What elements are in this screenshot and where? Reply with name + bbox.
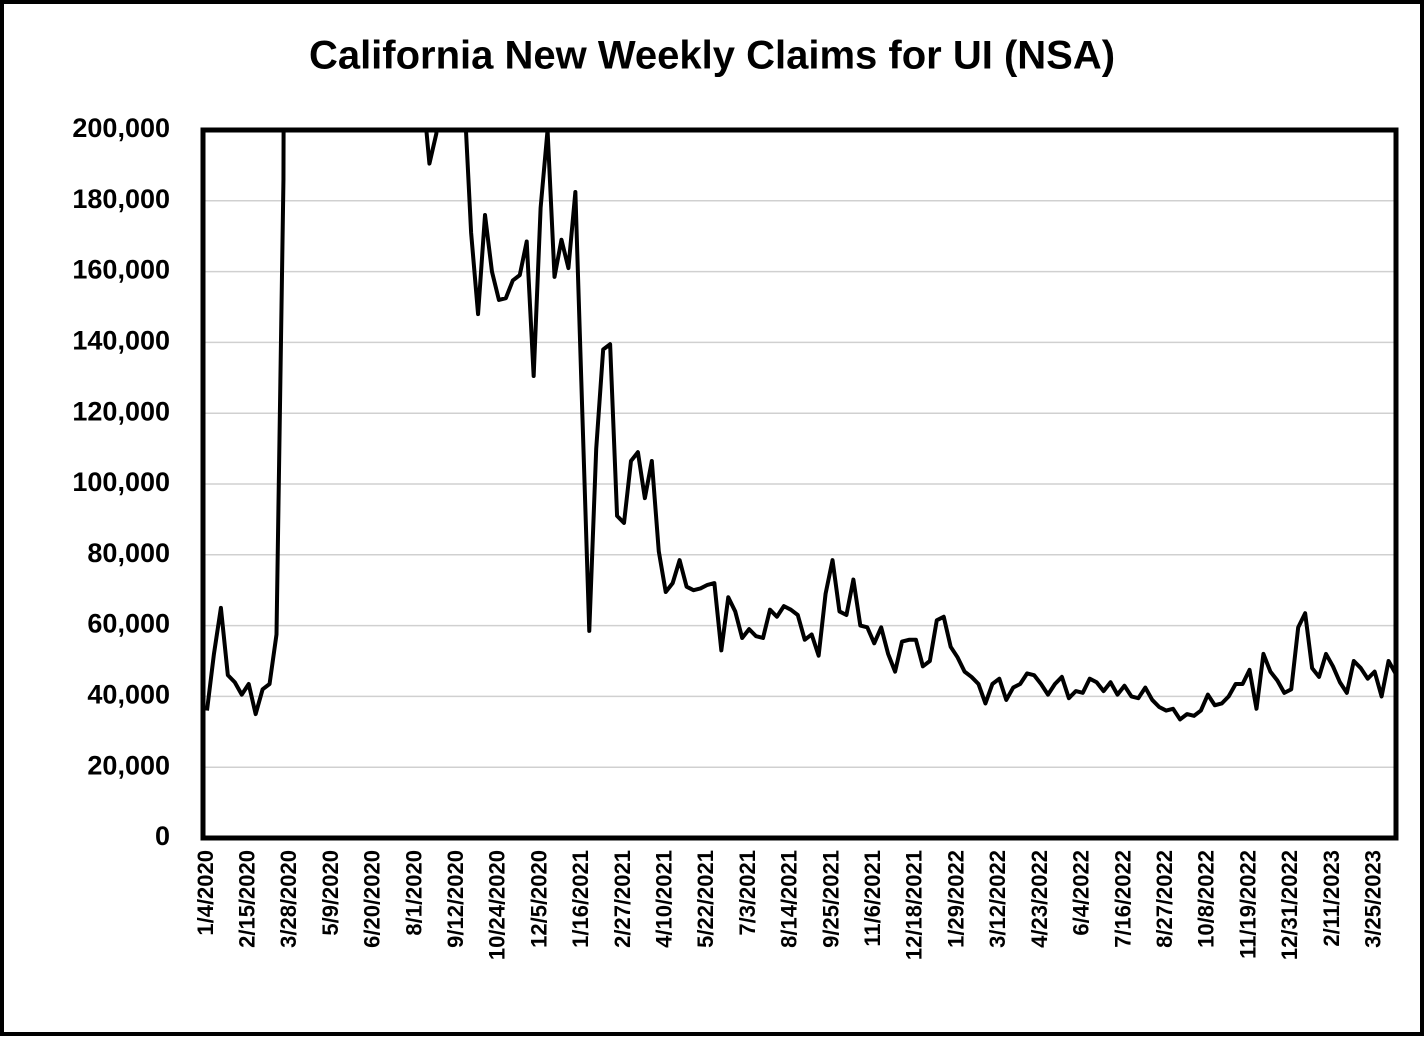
chart-title: California New Weekly Claims for UI (NSA… — [309, 34, 1115, 78]
x-tick-label: 12/5/2020 — [526, 850, 551, 948]
x-tick-label: 1/4/2020 — [193, 850, 218, 936]
y-tick-label: 120,000 — [72, 396, 170, 426]
y-tick-label: 140,000 — [72, 326, 170, 356]
x-tick-label: 3/28/2020 — [276, 850, 301, 948]
x-tick-label: 12/31/2022 — [1277, 850, 1302, 960]
y-tick-label: 60,000 — [87, 609, 170, 639]
y-tick-label: 200,000 — [72, 113, 170, 143]
data-line — [205, 130, 1396, 722]
x-tick-label: 2/11/2023 — [1319, 850, 1344, 947]
x-tick-label: 7/16/2022 — [1110, 850, 1135, 948]
x-tick-label: 8/1/2020 — [401, 850, 426, 936]
x-tick-label: 4/10/2021 — [652, 850, 677, 948]
x-tick-label: 10/24/2020 — [485, 850, 510, 960]
x-tick-label: 3/12/2022 — [985, 850, 1010, 948]
x-tick-label: 3/25/2023 — [1360, 850, 1385, 948]
y-tick-label: 160,000 — [72, 255, 170, 285]
x-tick-label: 9/12/2020 — [443, 850, 468, 948]
y-tick-label: 0 — [155, 821, 170, 851]
x-tick-label: 8/14/2021 — [777, 850, 802, 948]
y-tick-label: 100,000 — [72, 467, 170, 497]
y-tick-label: 80,000 — [87, 538, 170, 568]
y-tick-label: 180,000 — [72, 184, 170, 214]
x-tick-label: 7/3/2021 — [735, 850, 760, 936]
x-tick-label: 10/8/2022 — [1194, 850, 1219, 948]
x-tick-label: 9/25/2021 — [818, 850, 843, 948]
x-tick-label: 5/22/2021 — [693, 850, 718, 948]
x-tick-label: 12/18/2021 — [902, 850, 927, 960]
x-tick-label: 11/6/2021 — [860, 850, 885, 947]
x-tick-label: 1/16/2021 — [568, 850, 593, 948]
x-tick-label: 4/23/2022 — [1027, 850, 1052, 948]
x-tick-label: 6/20/2020 — [360, 850, 385, 948]
x-tick-label: 11/19/2022 — [1235, 850, 1260, 959]
x-tick-label: 1/29/2022 — [943, 850, 968, 948]
x-tick-label: 8/27/2022 — [1152, 850, 1177, 948]
y-tick-label: 40,000 — [87, 680, 170, 710]
x-tick-label: 2/27/2021 — [610, 850, 635, 948]
y-tick-label: 20,000 — [87, 750, 170, 780]
x-tick-label: 2/15/2020 — [235, 850, 260, 948]
plot-border — [200, 127, 1399, 841]
x-tick-label: 5/9/2020 — [318, 850, 343, 936]
x-tick-label: 6/4/2022 — [1069, 850, 1094, 936]
